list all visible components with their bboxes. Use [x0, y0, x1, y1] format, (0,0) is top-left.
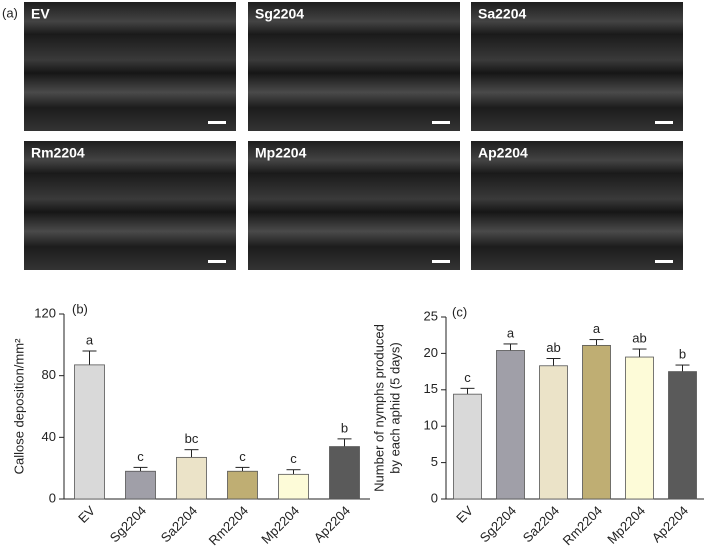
x-tick-label: Rm2204: [206, 503, 251, 548]
significance-letter: c: [137, 449, 144, 464]
micrograph: [471, 141, 683, 270]
y-axis-label: Number of nymphs produced: [371, 324, 386, 492]
significance-letter: ab: [546, 340, 560, 355]
significance-letter: c: [239, 449, 246, 464]
x-tick-label: Sa2204: [158, 503, 200, 545]
bar: [329, 446, 360, 500]
y-tick-label: 80: [42, 367, 56, 382]
panel-label: (b): [72, 301, 88, 316]
x-tick-label: EV: [75, 503, 98, 526]
bar: [496, 350, 525, 500]
scale-bar: [208, 260, 226, 263]
scale-bar: [655, 121, 673, 124]
bar: [227, 470, 258, 500]
image-label: Rm2204: [31, 145, 85, 161]
micrograph: [248, 2, 460, 131]
image-label: Sg2204: [255, 6, 304, 22]
image-label: Sa2204: [478, 6, 526, 22]
panel-label: (a): [2, 5, 18, 20]
x-tick-label: Mp2204: [604, 503, 648, 547]
image-label: EV: [31, 6, 50, 22]
y-tick-label: 0: [49, 490, 56, 505]
y-tick-label: 10: [424, 418, 438, 433]
x-tick-label: Sg2204: [477, 503, 519, 545]
significance-letter: ab: [632, 330, 646, 345]
x-tick-label: Rm2204: [560, 503, 605, 548]
y-tick-label: 0: [431, 490, 438, 505]
bar: [74, 364, 105, 500]
bar: [539, 365, 568, 500]
micrograph: [471, 2, 683, 131]
scale-bar: [655, 260, 673, 263]
bar: [176, 456, 207, 500]
significance-letter: a: [593, 321, 601, 336]
bar: [125, 470, 156, 500]
y-axis-label: Callose deposition/mm²: [11, 338, 26, 475]
micrograph: [248, 141, 460, 270]
y-tick-label: 25: [424, 308, 438, 323]
bar: [625, 356, 654, 500]
scale-bar: [432, 260, 450, 263]
significance-letter: bc: [185, 431, 199, 446]
x-tick-label: Ap2204: [649, 503, 691, 545]
panel-label: (c): [452, 304, 467, 319]
significance-letter: b: [341, 420, 348, 435]
x-tick-label: Sa2204: [520, 503, 562, 545]
scale-bar: [432, 121, 450, 124]
x-tick-label: EV: [453, 503, 476, 526]
bar: [582, 344, 611, 500]
bar: [668, 371, 697, 500]
image-label: Mp2204: [255, 145, 307, 161]
significance-letter: b: [679, 346, 686, 361]
micrograph: [24, 2, 236, 131]
scale-bar: [208, 121, 226, 124]
y-tick-label: 5: [431, 454, 438, 469]
image-label: Ap2204: [478, 145, 528, 161]
significance-letter: a: [86, 332, 94, 347]
y-axis-label: by each aphid (5 days): [387, 342, 402, 474]
bar: [453, 393, 482, 500]
bar: [278, 473, 309, 500]
y-tick-label: 15: [424, 381, 438, 396]
significance-letter: a: [507, 325, 515, 340]
micrograph: [24, 141, 236, 270]
x-tick-label: Mp2204: [258, 503, 302, 547]
significance-letter: c: [290, 451, 297, 466]
x-tick-label: Ap2204: [311, 503, 353, 545]
y-tick-label: 40: [42, 429, 56, 444]
y-tick-label: 20: [424, 345, 438, 360]
significance-letter: c: [464, 370, 471, 385]
y-tick-label: 120: [34, 305, 56, 320]
x-tick-label: Sg2204: [107, 503, 149, 545]
